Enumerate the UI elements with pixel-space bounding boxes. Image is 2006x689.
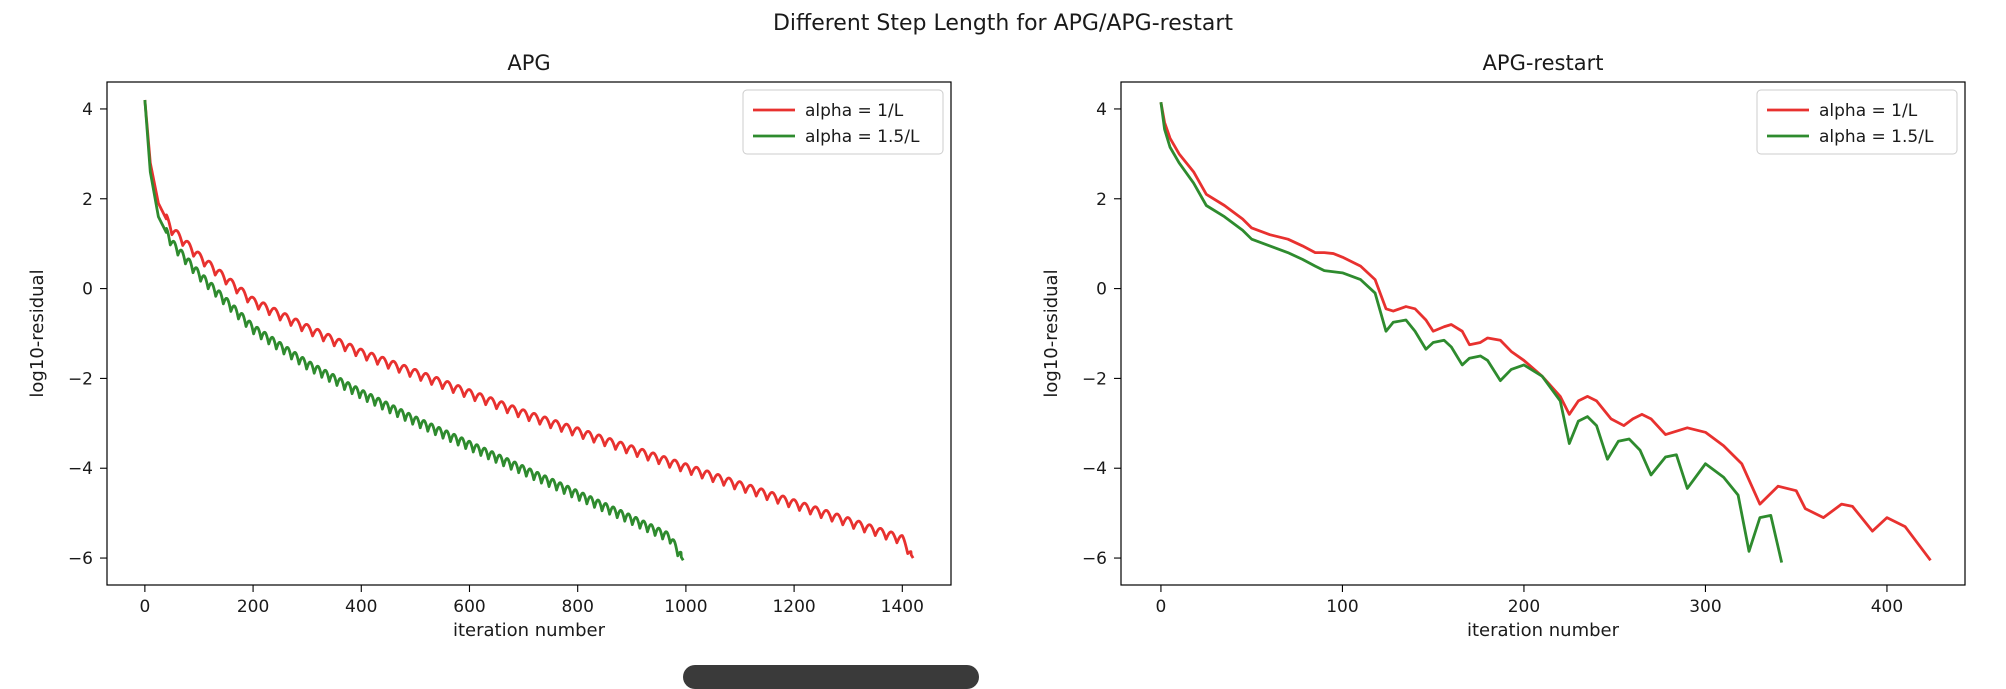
- y-tick-label: −6: [1082, 549, 1107, 569]
- series-line-alpha-1-over-L: [1159, 101, 1932, 562]
- series-line-alpha-1-over-L: [143, 99, 915, 559]
- x-tick-label: 0: [1156, 597, 1167, 617]
- y-tick-label: −2: [1082, 369, 1107, 389]
- y-tick-label: −4: [1082, 459, 1107, 479]
- legend-entry: alpha = 1/L: [805, 101, 904, 121]
- legend: alpha = 1/L alpha = 1.5/L: [742, 89, 944, 155]
- y-tick-label: 0: [82, 280, 93, 300]
- y-tick-label: −4: [68, 459, 93, 479]
- y-tick-label: 4: [82, 100, 93, 120]
- series-line-alpha-1-5-over-L: [143, 99, 685, 562]
- panel-apg-restart: APG-restart 0 100 200 300 400 −6 −4 −2 0 2 4 iterati…: [1041, 51, 1966, 641]
- x-tick-label: 300: [1689, 597, 1721, 617]
- x-tick-label: 400: [345, 597, 377, 617]
- y-axis-label: log10-residual: [27, 269, 48, 397]
- legend-entry: alpha = 1/L: [1819, 101, 1918, 121]
- axes-frame: [1120, 81, 1966, 586]
- x-tick-label: 100: [1326, 597, 1358, 617]
- y-tick-label: −2: [68, 369, 93, 389]
- figure: Different Step Length for APG/APG-restar…: [27, 11, 1966, 641]
- legend-entry: alpha = 1.5/L: [1819, 127, 1934, 147]
- axes-title: APG: [507, 51, 550, 75]
- x-tick-label: 0: [139, 597, 150, 617]
- x-tick-label: 200: [1508, 597, 1540, 617]
- y-tick-label: 0: [1096, 280, 1107, 300]
- legend: alpha = 1/L alpha = 1.5/L: [1756, 89, 1958, 155]
- y-tick-label: 4: [1096, 100, 1107, 120]
- axes-title: APG-restart: [1483, 51, 1604, 75]
- panel-apg: APG 0 200 400 600 800 1000 1200 1400 −6 −4 −2 0 2 4 ite…: [27, 51, 952, 641]
- x-tick-label: 400: [1871, 597, 1903, 617]
- figure-title: Different Step Length for APG/APG-restar…: [773, 11, 1233, 36]
- x-tick-label: 200: [237, 597, 269, 617]
- y-tick-label: −6: [68, 549, 93, 569]
- legend-entry: alpha = 1.5/L: [805, 127, 920, 147]
- axes-frame: [106, 81, 952, 586]
- x-tick-label: 1200: [772, 597, 815, 617]
- y-tick-label: 2: [82, 190, 93, 210]
- x-tick-label: 600: [453, 597, 485, 617]
- y-tick-label: 2: [1096, 190, 1107, 210]
- x-axis-label: iteration number: [1467, 620, 1620, 641]
- x-tick-label: 800: [561, 597, 593, 617]
- x-axis-label: iteration number: [453, 620, 606, 641]
- y-axis-label: log10-residual: [1041, 269, 1062, 397]
- scrollbar-handle[interactable]: [683, 665, 979, 689]
- x-tick-label: 1400: [881, 597, 924, 617]
- series-line-alpha-1-5-over-L: [1159, 102, 1784, 563]
- x-tick-label: 1000: [664, 597, 707, 617]
